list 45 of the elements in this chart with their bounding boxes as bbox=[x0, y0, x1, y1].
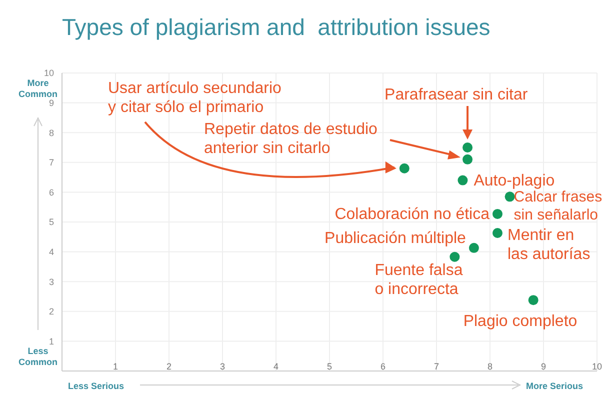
point bbox=[450, 252, 460, 262]
text: Less Common bbox=[18, 346, 58, 367]
text: More Common bbox=[18, 78, 58, 99]
chart-title: Types of plagiarism and attribution issues bbox=[62, 14, 490, 41]
y-tick-label: 1 bbox=[48, 336, 54, 346]
y-tick-label: 3 bbox=[48, 276, 54, 287]
x-tick-label: 9 bbox=[540, 361, 546, 372]
y-tick-label: 2 bbox=[48, 306, 54, 317]
x-tick-label: 8 bbox=[487, 361, 493, 372]
annotation: Parafrasear sin citar bbox=[384, 86, 528, 104]
y-tick-label: 5 bbox=[48, 217, 54, 228]
x-tick-label: 4 bbox=[273, 361, 279, 372]
y-tick-label: 6 bbox=[48, 187, 54, 198]
annotation: Mentir en las autorías bbox=[507, 227, 590, 264]
x-tick-label: 5 bbox=[326, 361, 332, 372]
annotation: Plagio completo bbox=[463, 313, 578, 330]
y-tick-label: 8 bbox=[48, 128, 54, 138]
point bbox=[468, 242, 479, 253]
x-tick-label: 3 bbox=[220, 361, 226, 372]
text: More Serious bbox=[526, 381, 584, 391]
point bbox=[458, 175, 468, 186]
annotation: Repetir datos de estudio anterior sin citarlo bbox=[204, 121, 378, 158]
y-tick-label: 10 bbox=[44, 68, 54, 78]
x-tick-label: 2 bbox=[166, 361, 172, 372]
y-tick-label: 7 bbox=[48, 158, 54, 168]
annotation: Publicación múltiple bbox=[324, 230, 466, 247]
annotation: Auto-plagio bbox=[474, 172, 555, 190]
x-tick-label: 6 bbox=[380, 361, 386, 372]
point bbox=[492, 208, 502, 219]
x-tick-label: 7 bbox=[434, 361, 440, 372]
y-tick-label: 4 bbox=[48, 246, 54, 257]
point bbox=[462, 142, 473, 152]
point bbox=[504, 192, 515, 202]
annotation: Fuente falsa o incorrecta bbox=[374, 262, 463, 298]
annotation: Usar artículo secundario y citar sólo el primario bbox=[108, 80, 282, 116]
annotation: Calcar frases sin señalarlo bbox=[514, 188, 602, 224]
text: Less Serious bbox=[68, 381, 124, 391]
point bbox=[399, 163, 410, 174]
x-tick-label: 1 bbox=[112, 361, 118, 372]
point bbox=[492, 228, 502, 238]
point bbox=[528, 295, 538, 306]
x-tick-label: 10 bbox=[592, 361, 602, 372]
y-tick-label: 9 bbox=[48, 98, 54, 108]
point bbox=[462, 154, 473, 164]
annotation: Colaboración no ética bbox=[334, 206, 490, 223]
